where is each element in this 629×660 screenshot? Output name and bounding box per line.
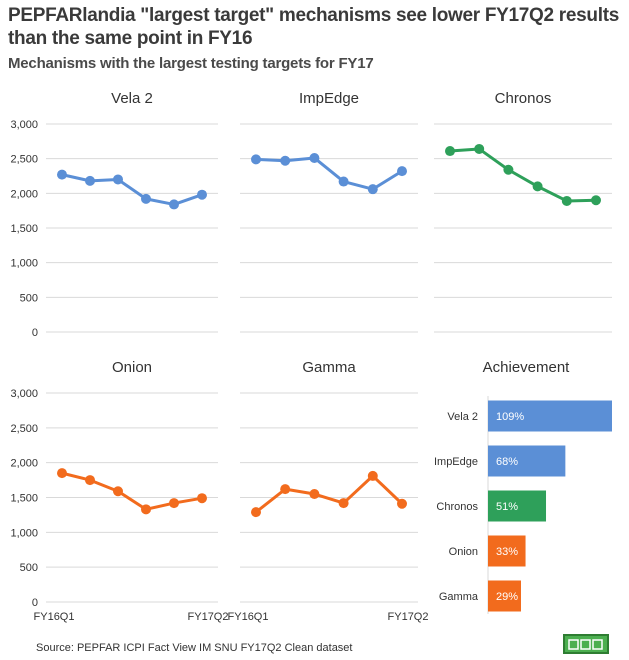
brand-logo-icon [563,634,609,654]
vela-2-data-point [57,169,67,180]
chronos-data-point [561,195,572,206]
x-tick-label: FY17Q2 [188,611,229,623]
y-tick-label: 3,000 [10,119,38,131]
x-tick-label: FY16Q1 [228,611,269,623]
impedge-panel-title: ImpEdge [299,90,359,107]
gamma-series-line [255,474,404,514]
achievement-value-label: 109% [496,411,524,423]
x-tick-label: FY17Q2 [388,611,429,623]
y-tick-label: 2,500 [10,423,38,435]
gamma-data-point [397,498,407,509]
impedge-data-point [367,184,378,195]
y-tick-label: 2,000 [10,188,38,200]
achievement-bar [488,535,526,567]
y-tick-label: 500 [20,292,38,304]
achievement-bar [488,400,612,432]
vela-2-panel-title: Vela 2 [111,90,153,107]
y-tick-label: 2,500 [10,154,38,166]
gamma-data-point [338,498,349,509]
achievement-category-label: Chronos [436,501,478,513]
chart-title: PEPFARlandia "largest target" mechanisms… [8,5,619,49]
impedge-data-point [397,166,407,177]
achievement-value-label: 68% [496,456,518,468]
vela-2-data-point [197,189,207,200]
impedge-data-point [338,176,349,187]
achievement-category-label: ImpEdge [434,456,478,468]
onion-data-point [113,486,123,497]
impedge-data-point [280,155,291,166]
achievement-panel-title: Achievement [483,359,571,376]
y-tick-label: 0 [32,327,38,339]
chronos-data-point [532,181,543,192]
vela-2-series-line [61,173,203,206]
chronos-data-point [445,146,455,157]
chart-subtitle: Mechanisms with the largest testing targ… [8,55,374,72]
impedge-data-point [309,152,320,163]
onion-series-line [61,471,203,511]
y-tick-label: 1,000 [10,258,38,270]
chronos-data-point [474,143,485,154]
vela-2-data-point [141,193,151,204]
onion-data-point [141,504,151,515]
y-tick-label: 3,000 [10,388,38,400]
achievement-value-label: 51% [496,501,518,513]
small-multiples-chart: Vela 2 0 500 1,000 1,500 2,000 2,500 3,000 ImpEd… [10,90,612,623]
x-tick-label: FY16Q1 [34,611,75,623]
gamma-panel-title: Gamma [302,359,356,376]
y-tick-label: 1,000 [10,527,38,539]
gamma-data-point [309,489,320,500]
onion-data-point [85,475,95,486]
gamma-data-point [280,484,291,495]
source-note: Source: PEPFAR ICPI Fact View IM SNU FY1… [36,642,353,654]
y-tick-label: 1,500 [10,223,38,235]
onion-data-point [57,468,67,479]
onion-data-point [197,493,207,504]
gamma-data-point [251,507,261,518]
chronos-panel-title: Chronos [495,90,552,107]
achievement-value-label: 33% [496,546,518,558]
vela-2-data-point [113,174,123,185]
chronos-data-point [503,164,514,175]
y-tick-label: 2,000 [10,458,38,470]
achievement-value-label: 29% [496,591,518,603]
y-tick-label: 500 [20,562,38,574]
y-tick-label: 1,500 [10,493,38,505]
achievement-bar [488,490,547,522]
achievement-bar [488,445,566,477]
achievement-category-label: Vela 2 [447,411,478,423]
vela-2-data-point [85,175,95,186]
impedge-series-line [255,156,403,191]
achievement-bar [488,580,521,612]
achievement-category-label: Onion [449,546,478,558]
vela-2-data-point [169,199,179,210]
achievement-category-label: Gamma [439,591,479,603]
onion-data-point [169,498,179,509]
gamma-data-point [367,470,378,481]
impedge-data-point [251,154,261,165]
chronos-data-point [591,195,601,206]
onion-panel-title: Onion [112,359,152,376]
y-tick-label: 0 [32,597,38,609]
